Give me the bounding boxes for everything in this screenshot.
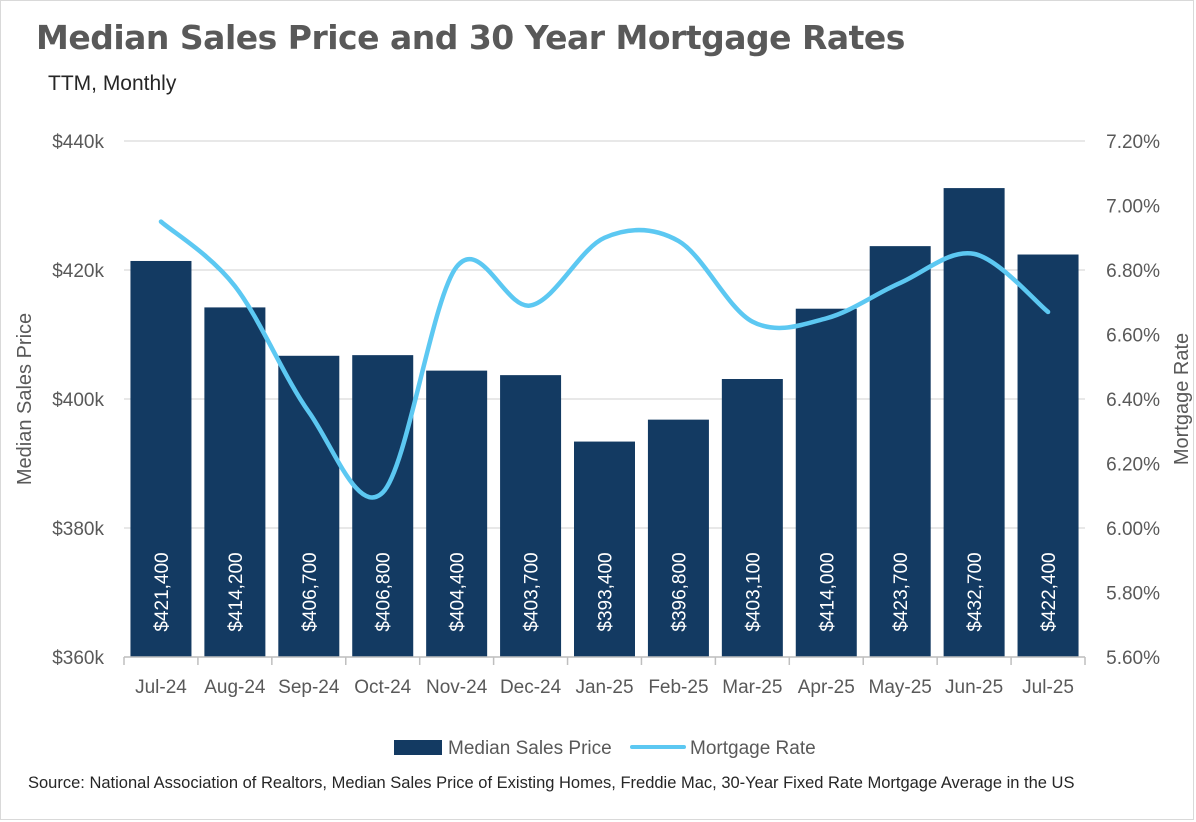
x-tick-label: Nov-24 [426, 677, 488, 698]
bar-data-labels: $421,400 $414,200 $406,700 $406,800 $404,400… [152, 552, 1060, 631]
bar-data-label: $422,400 [1039, 552, 1060, 631]
y-left-tick-label: $420k [52, 261, 104, 282]
y-axis-left: $440k $420k $400k $380k $360k [52, 132, 104, 669]
y-left-tick-label: $360k [52, 648, 104, 669]
bar [574, 441, 635, 657]
bar-series-median-sales-price [130, 188, 1079, 657]
x-tick-label: Mar-25 [722, 677, 782, 698]
y-right-tick-label: 6.20% [1106, 455, 1160, 476]
line-series-mortgage-rate [158, 219, 1051, 500]
bar-data-label: $393,400 [596, 552, 617, 631]
bar-data-label: $414,200 [226, 552, 247, 631]
source-note: Source: National Association of Realtors… [28, 774, 1075, 792]
x-tick-label: Jan-25 [575, 677, 633, 698]
x-tick-label: Aug-24 [204, 677, 266, 698]
bar [1017, 254, 1079, 657]
y-axis-right: 7.20% 7.00% 6.80% 6.60% 6.40% 6.20% 6.00% 5.80%… [1106, 132, 1160, 669]
bar [500, 375, 562, 657]
bar [647, 419, 709, 657]
bar [869, 246, 931, 657]
bar [795, 308, 857, 657]
bar-data-label: $421,400 [152, 552, 173, 631]
y-right-tick-label: 6.60% [1106, 326, 1160, 347]
mortgage-rate-line [158, 219, 1051, 500]
bar-data-label: $396,800 [669, 552, 690, 631]
y-left-tick-label: $380k [52, 519, 104, 540]
legend-label-median-sales-price: Median Sales Price [448, 738, 612, 759]
legend-bar-swatch [394, 740, 442, 755]
x-tick-label: Apr-25 [798, 677, 855, 698]
y-right-tick-label: 6.80% [1106, 261, 1160, 282]
y-axis-left-title: Median Sales Price [14, 313, 36, 485]
bar-data-label: $403,700 [522, 552, 543, 631]
bar-data-label: $406,800 [374, 552, 395, 631]
y-axis-right-title: Mortgage Rate [1171, 333, 1193, 465]
bar-data-label: $414,000 [817, 552, 838, 631]
chart-subtitle: TTM, Monthly [48, 72, 177, 95]
bar-data-label: $423,700 [891, 552, 912, 631]
bar-data-label: $432,700 [965, 552, 986, 631]
y-right-tick-label: 6.40% [1106, 390, 1160, 411]
x-tick-label: Oct-24 [354, 677, 411, 698]
x-tick-label: Jul-24 [135, 677, 187, 698]
legend-label-mortgage-rate: Mortgage Rate [690, 738, 816, 759]
y-right-tick-label: 7.00% [1106, 197, 1160, 218]
bar [352, 355, 414, 657]
x-tick-label: Jun-25 [945, 677, 1003, 698]
bar-data-label: $403,100 [743, 552, 764, 631]
bar [130, 260, 192, 657]
x-tick-label: Jul-25 [1022, 677, 1074, 698]
chart-title: Median Sales Price and 30 Year Mortgage … [36, 18, 905, 57]
bar [204, 307, 266, 657]
bar [278, 355, 340, 657]
y-right-tick-label: 7.20% [1106, 132, 1160, 153]
x-tick-label: Dec-24 [500, 677, 562, 698]
y-right-tick-label: 6.00% [1106, 519, 1160, 540]
x-tick-label: May-25 [869, 677, 932, 698]
x-tick-label: Sep-24 [278, 677, 340, 698]
y-left-tick-label: $400k [52, 390, 104, 411]
y-right-tick-label: 5.60% [1106, 648, 1160, 669]
y-right-tick-label: 5.80% [1106, 584, 1160, 605]
x-tick-label: Feb-25 [648, 677, 708, 698]
y-left-tick-label: $440k [52, 132, 104, 153]
legend: Median Sales Price Mortgage Rate [394, 738, 816, 759]
x-axis: Jul-24 Aug-24 Sep-24 Oct-24 Nov-24 Dec-24 Jan-… [123, 656, 1086, 698]
bar [426, 370, 488, 657]
bar [721, 379, 783, 657]
bar-data-label: $406,700 [300, 552, 321, 631]
bar-data-label: $404,400 [448, 552, 469, 631]
